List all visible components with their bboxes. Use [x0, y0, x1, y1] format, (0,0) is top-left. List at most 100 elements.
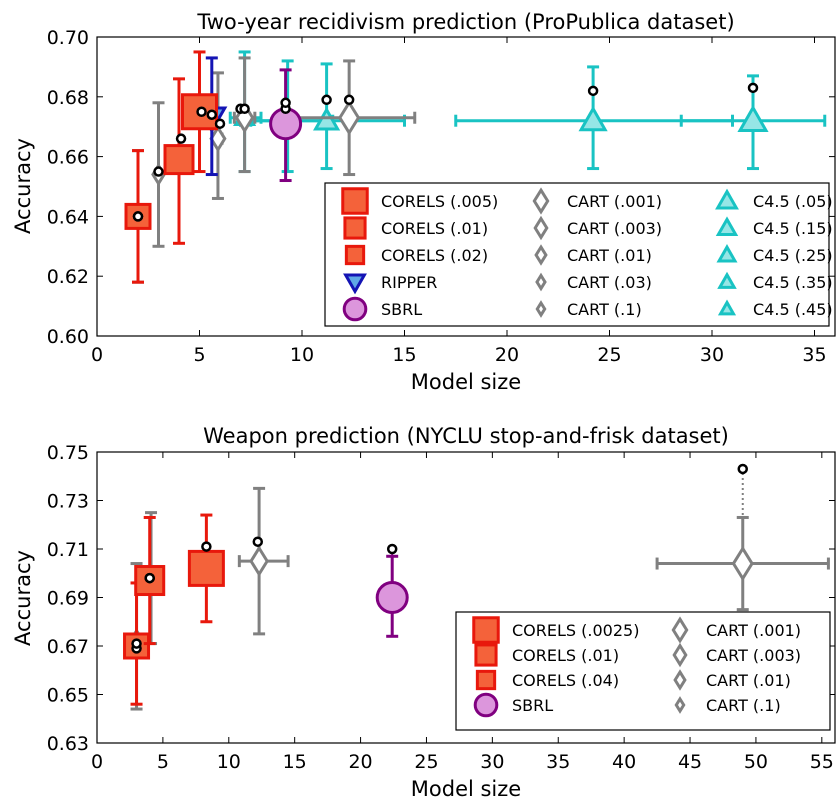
legend-marker — [532, 187, 550, 215]
x-tick-label: 25 — [597, 344, 621, 366]
legend-marker — [715, 216, 739, 236]
series-sbrl — [269, 68, 303, 183]
series-c4-5-15- — [454, 65, 734, 171]
legend-item: CART (.001) — [532, 187, 662, 215]
series-cart-001- — [655, 472, 830, 612]
legend-label: SBRL — [512, 696, 553, 715]
legend-item: CORELS (.01) — [474, 643, 619, 667]
data-layer — [123, 463, 830, 711]
test-accuracy-marker — [163, 144, 195, 176]
y-tick-label: 0.64 — [47, 206, 89, 228]
legend-item: CART (.1) — [535, 300, 642, 319]
x-tick-label: 30 — [700, 344, 724, 366]
legend-marker — [342, 296, 368, 322]
legend-item: CORELS (.01) — [343, 216, 488, 240]
legend-label: C4.5 (.05) — [753, 192, 833, 211]
training-accuracy-point — [196, 106, 207, 117]
chart-title: Two-year recidivism prediction (ProPubli… — [196, 10, 734, 34]
training-accuracy-point — [252, 536, 264, 547]
y-tick-label: 0.70 — [47, 27, 89, 49]
training-accuracy-point — [239, 103, 250, 115]
x-tick-label: 10 — [217, 751, 241, 773]
legend-label: C4.5 (.35) — [753, 273, 833, 292]
legend-label: CART (.1) — [706, 696, 781, 715]
legend-label: CORELS (.04) — [512, 671, 619, 690]
legend-label: CORELS (.005) — [381, 192, 498, 211]
test-accuracy-marker — [209, 124, 227, 153]
y-tick-label: 0.68 — [47, 87, 89, 109]
test-accuracy-marker — [313, 106, 341, 131]
legend-item: CORELS (.04) — [475, 669, 619, 691]
legend-marker — [343, 273, 367, 295]
x-tick-label: 45 — [678, 751, 702, 773]
legend-marker — [472, 616, 500, 644]
legend-item: CART (.01) — [673, 669, 791, 691]
legend-label: CART (.003) — [706, 646, 801, 665]
x-tick-label: 15 — [283, 751, 307, 773]
legend-item: C4.5 (.45) — [717, 299, 833, 319]
x-tick-label: 55 — [810, 751, 834, 773]
legend: CORELS (.0025) CORELS (.01) CORELS (.04) SB… — [455, 611, 831, 731]
data-layer — [124, 50, 827, 284]
training-accuracy-point — [747, 82, 759, 94]
x-tick-label: 25 — [414, 751, 438, 773]
legend-marker — [533, 215, 549, 241]
y-tick-label: 0.67 — [47, 636, 89, 658]
x-tick-label: 35 — [802, 344, 826, 366]
test-accuracy-marker — [249, 545, 269, 577]
legend-label: C4.5 (.15) — [753, 219, 833, 238]
legend-item: CORELS (.02) — [344, 244, 488, 266]
legend-item: C4.5 (.05) — [715, 188, 833, 211]
legend-marker — [715, 188, 739, 210]
y-tick-label: 0.65 — [47, 685, 89, 707]
test-accuracy-marker — [375, 581, 409, 614]
legend-marker — [344, 244, 366, 266]
legend-item: SBRL — [342, 296, 422, 322]
x-tick-label: 20 — [495, 344, 519, 366]
legend-marker — [717, 299, 737, 316]
legend-marker — [535, 300, 547, 318]
legend-label: C4.5 (.45) — [753, 300, 833, 319]
legend-label: CART (.001) — [706, 621, 801, 640]
training-accuracy-point — [737, 463, 748, 475]
legend-label: CORELS (.0025) — [512, 621, 639, 640]
legend-label: SBRL — [381, 300, 422, 319]
plot-frame — [96, 36, 836, 337]
y-tick-label: 0.73 — [47, 491, 89, 513]
legend-item: CART (.003) — [533, 215, 662, 241]
training-accuracy-point — [206, 109, 218, 120]
test-accuracy-marker — [123, 632, 151, 660]
series-sbrl — [375, 553, 409, 638]
training-accuracy-point — [131, 638, 142, 649]
x-tick-label: 20 — [348, 751, 372, 773]
training-accuracy-point — [201, 541, 212, 552]
weapon-chart: Weapon prediction (NYCLU stop-and-frisk … — [11, 424, 836, 801]
legend-marker — [672, 642, 688, 668]
series-corels-01- — [163, 77, 195, 245]
legend-item: RIPPER — [343, 273, 437, 295]
legend-item: SBRL — [473, 692, 553, 718]
legend-marker — [534, 244, 548, 266]
legend-label: CART (.01) — [567, 246, 652, 265]
x-tick-label: 5 — [157, 751, 169, 773]
x-tick-label: 50 — [744, 751, 768, 773]
x-tick-label: 0 — [91, 344, 103, 366]
y-tick-label: 0.63 — [47, 733, 89, 755]
legend-label: CART (.01) — [706, 671, 791, 690]
chart-title: Weapon prediction (NYCLU stop-and-frisk … — [203, 424, 729, 448]
x-tick-label: 40 — [612, 751, 636, 773]
y-tick-label: 0.62 — [47, 266, 89, 288]
y-tick-label: 0.71 — [47, 539, 89, 561]
x-tick-label: 10 — [290, 344, 314, 366]
x-tick-label: 0 — [91, 751, 103, 773]
legend-marker — [473, 692, 499, 718]
legend-box — [455, 611, 831, 731]
legend-marker — [474, 643, 498, 667]
training-accuracy-point — [153, 166, 164, 177]
legend-item: CORELS (.0025) — [472, 616, 639, 644]
legend-label: C4.5 (.25) — [753, 246, 833, 265]
x-tick-label: 30 — [480, 751, 504, 773]
legend-label: CART (.03) — [567, 273, 652, 292]
legend-marker — [535, 272, 547, 292]
